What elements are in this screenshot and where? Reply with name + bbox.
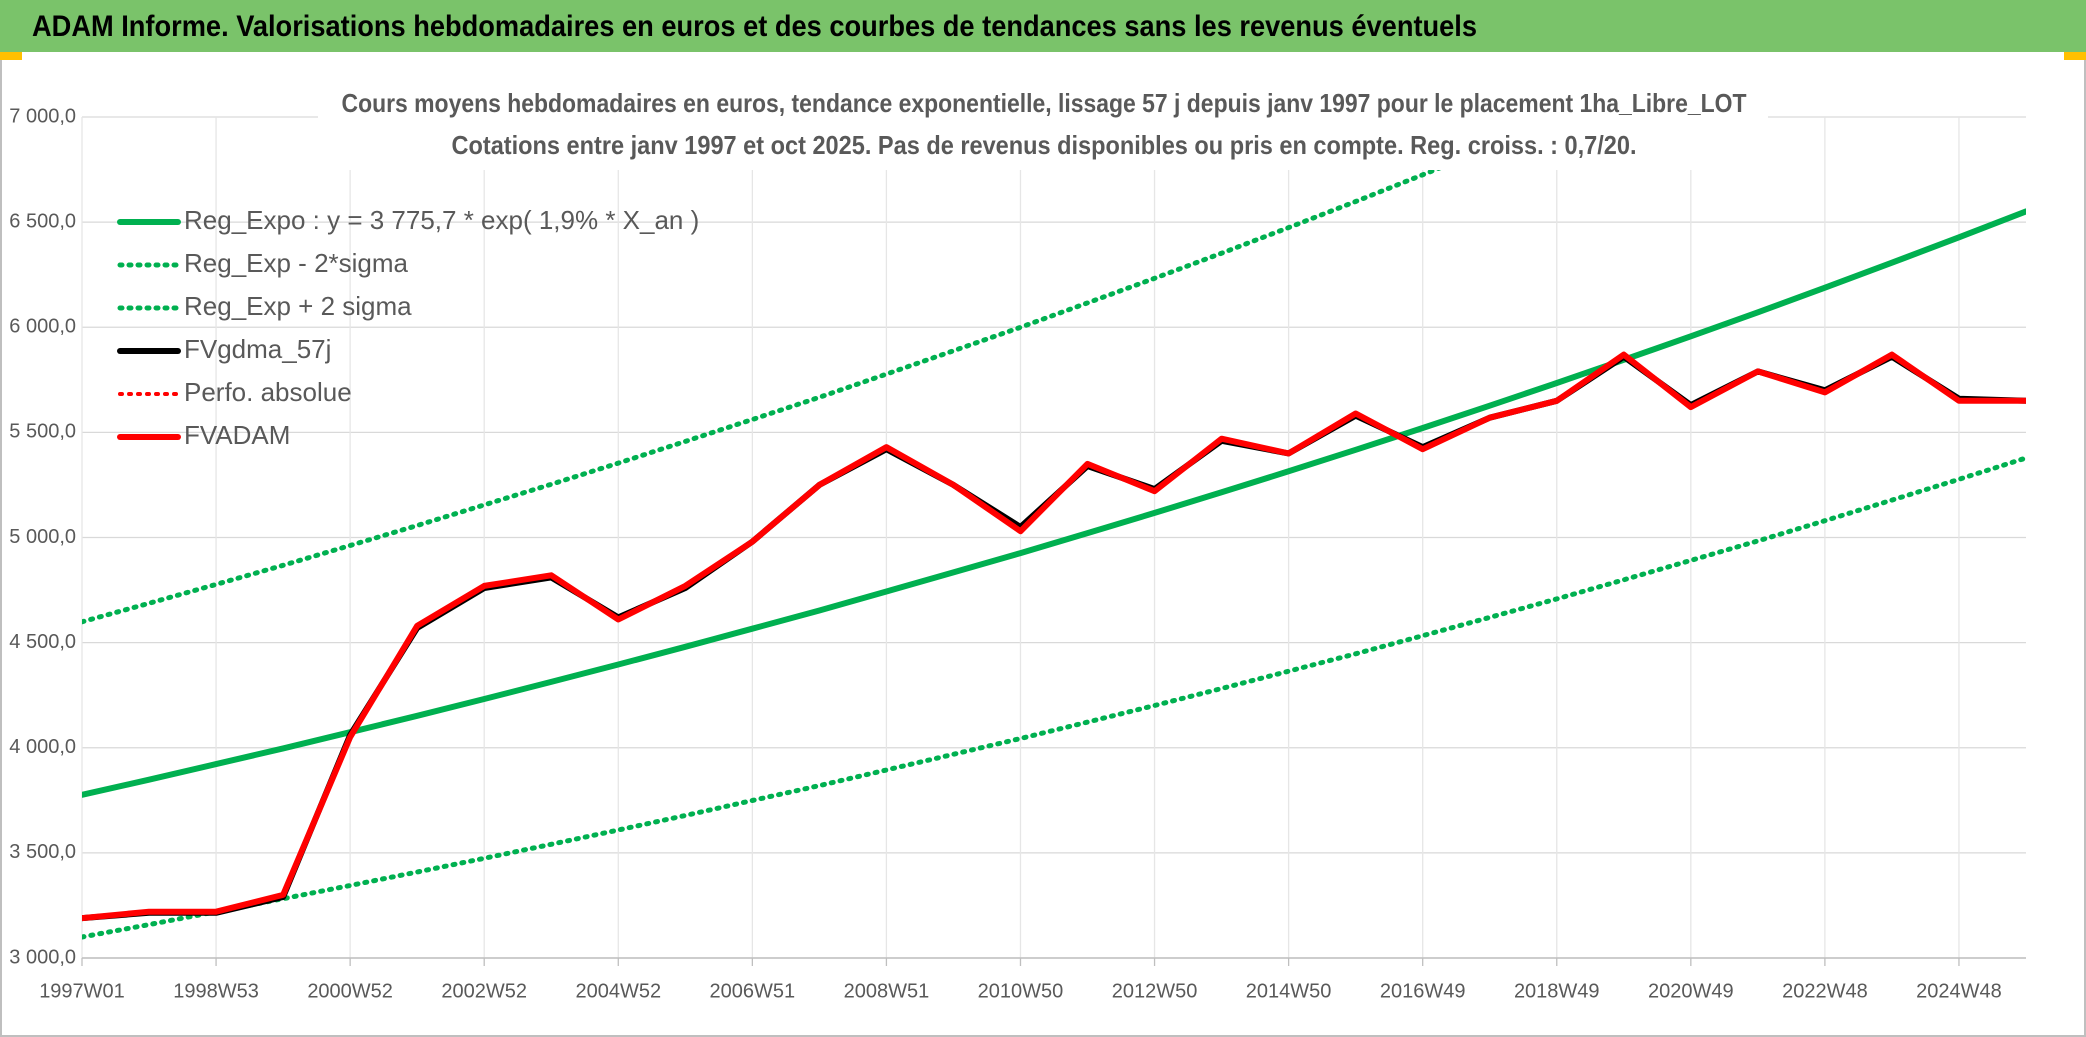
chart-subtitle: Cotations entre janv 1997 et oct 2025. P… [452, 130, 1637, 160]
legend-label: FVgdma_57j [184, 334, 331, 364]
legend-label: Perfo. absolue [184, 377, 352, 407]
y-tick-label: 4 500,0 [9, 631, 76, 653]
x-tick-label: 2022W48 [1782, 980, 1868, 1002]
header-bar [0, 0, 2086, 52]
y-tick-label: 5 500,0 [9, 421, 76, 443]
x-tick-label: 2020W49 [1648, 980, 1734, 1002]
legend-label: Reg_Exp - 2*sigma [184, 248, 409, 278]
plot: 3 000,0 3 500,0 4 000,0 4 500,0 5 000,0 5 500… [9, 105, 2026, 1002]
legend-label: Reg_Exp + 2 sigma [184, 291, 412, 321]
x-tick-label: 2006W51 [710, 980, 796, 1002]
y-tick-label: 3 500,0 [9, 841, 76, 863]
y-tick-label: 3 000,0 [9, 946, 76, 968]
corner [2064, 52, 2086, 60]
y-tick-label: 5 000,0 [9, 526, 76, 548]
x-tick-label: 2010W50 [978, 980, 1064, 1002]
x-tick-label: 2018W49 [1514, 980, 1600, 1002]
y-tick-label: 7 000,0 [9, 105, 76, 127]
x-tick-label: 2004W52 [575, 980, 661, 1002]
y-tick-label: 4 000,0 [9, 736, 76, 758]
x-tick-label: 2016W49 [1380, 980, 1466, 1002]
series-line [82, 117, 1571, 625]
x-tick-label: 2014W50 [1246, 980, 1332, 1002]
legend: Reg_Expo : y = 3 775,7 * exp( 1,9% * X_a… [117, 205, 699, 450]
y-tick-label: 6 500,0 [9, 210, 76, 232]
x-tick-label: 1997W01 [39, 980, 125, 1002]
corner [0, 52, 22, 60]
x-tick-label: 1998W53 [173, 980, 259, 1002]
series-line [82, 455, 2026, 940]
series-line [82, 208, 2026, 798]
legend-label: FVADAM [184, 420, 290, 450]
series-line [82, 351, 2026, 922]
x-tick-label: 2024W48 [1916, 980, 2002, 1002]
x-tick-label: 2000W52 [307, 980, 393, 1002]
x-tick-label: 2012W50 [1112, 980, 1198, 1002]
y-tick-label: 6 000,0 [9, 316, 76, 338]
legend-label: Reg_Expo : y = 3 775,7 * exp( 1,9% * X_a… [184, 205, 699, 235]
chart-title: Cours moyens hebdomadaires en euros, ten… [342, 88, 1747, 118]
x-tick-label: 2008W51 [844, 980, 930, 1002]
header-title: ADAM Informe. Valorisations hebdomadaire… [32, 10, 1477, 43]
x-tick-label: 2002W52 [441, 980, 527, 1002]
title-box [318, 84, 1768, 170]
